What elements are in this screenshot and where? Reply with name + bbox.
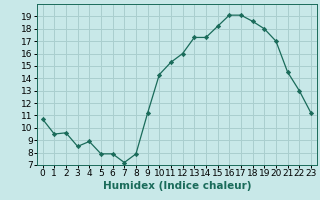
- X-axis label: Humidex (Indice chaleur): Humidex (Indice chaleur): [102, 181, 251, 191]
